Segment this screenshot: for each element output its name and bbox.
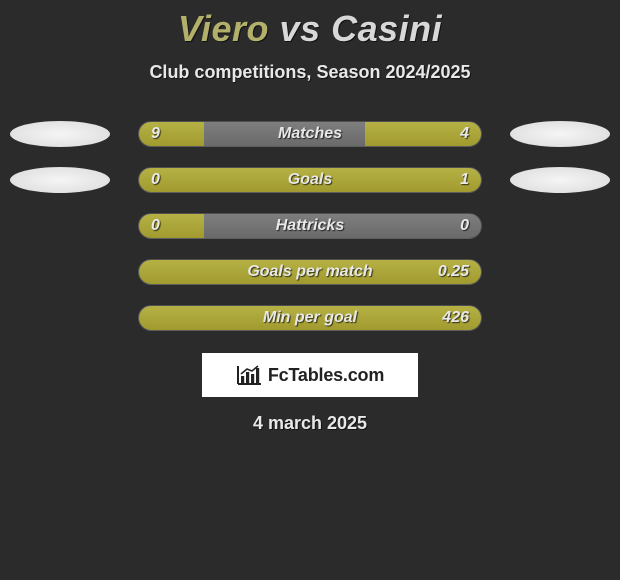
stat-bar: 426Min per goal xyxy=(138,305,482,331)
stat-row: 0.25Goals per match xyxy=(0,249,620,295)
stat-bar-left-fill xyxy=(139,214,204,238)
player2-marker xyxy=(510,167,610,193)
stat-bar-right-fill xyxy=(365,122,481,146)
brand-text: FcTables.com xyxy=(268,365,384,386)
stat-bar-right-fill xyxy=(204,168,481,192)
player1-marker xyxy=(10,121,110,147)
vs-label: vs xyxy=(280,8,321,49)
stats-list: 94Matches 01Goals 00Hattricks 0.25Goals per… xyxy=(0,111,620,341)
player1-marker xyxy=(10,167,110,193)
brand-badge[interactable]: FcTables.com xyxy=(202,353,418,397)
stat-row: 94Matches xyxy=(0,111,620,157)
stat-bar: 94Matches xyxy=(138,121,482,147)
stat-bar: 01Goals xyxy=(138,167,482,193)
stat-bar: 00Hattricks xyxy=(138,213,482,239)
stat-row: 01Goals xyxy=(0,157,620,203)
player2-name: Casini xyxy=(331,8,442,49)
player1-name: Viero xyxy=(178,8,269,49)
date-label: 4 march 2025 xyxy=(0,413,620,434)
stat-bar-left-fill xyxy=(139,168,204,192)
subtitle: Club competitions, Season 2024/2025 xyxy=(0,62,620,83)
comparison-card: Viero vs Casini Club competitions, Seaso… xyxy=(0,0,620,434)
stat-bar: 0.25Goals per match xyxy=(138,259,482,285)
stat-right-value: 0 xyxy=(460,214,469,238)
stat-row: 00Hattricks xyxy=(0,203,620,249)
stat-bar-left-fill xyxy=(139,260,481,284)
stat-row: 426Min per goal xyxy=(0,295,620,341)
bar-chart-icon xyxy=(236,364,262,386)
stat-bar-left-fill xyxy=(139,306,481,330)
player2-marker xyxy=(510,121,610,147)
page-title: Viero vs Casini xyxy=(0,0,620,50)
stat-bar-left-fill xyxy=(139,122,204,146)
